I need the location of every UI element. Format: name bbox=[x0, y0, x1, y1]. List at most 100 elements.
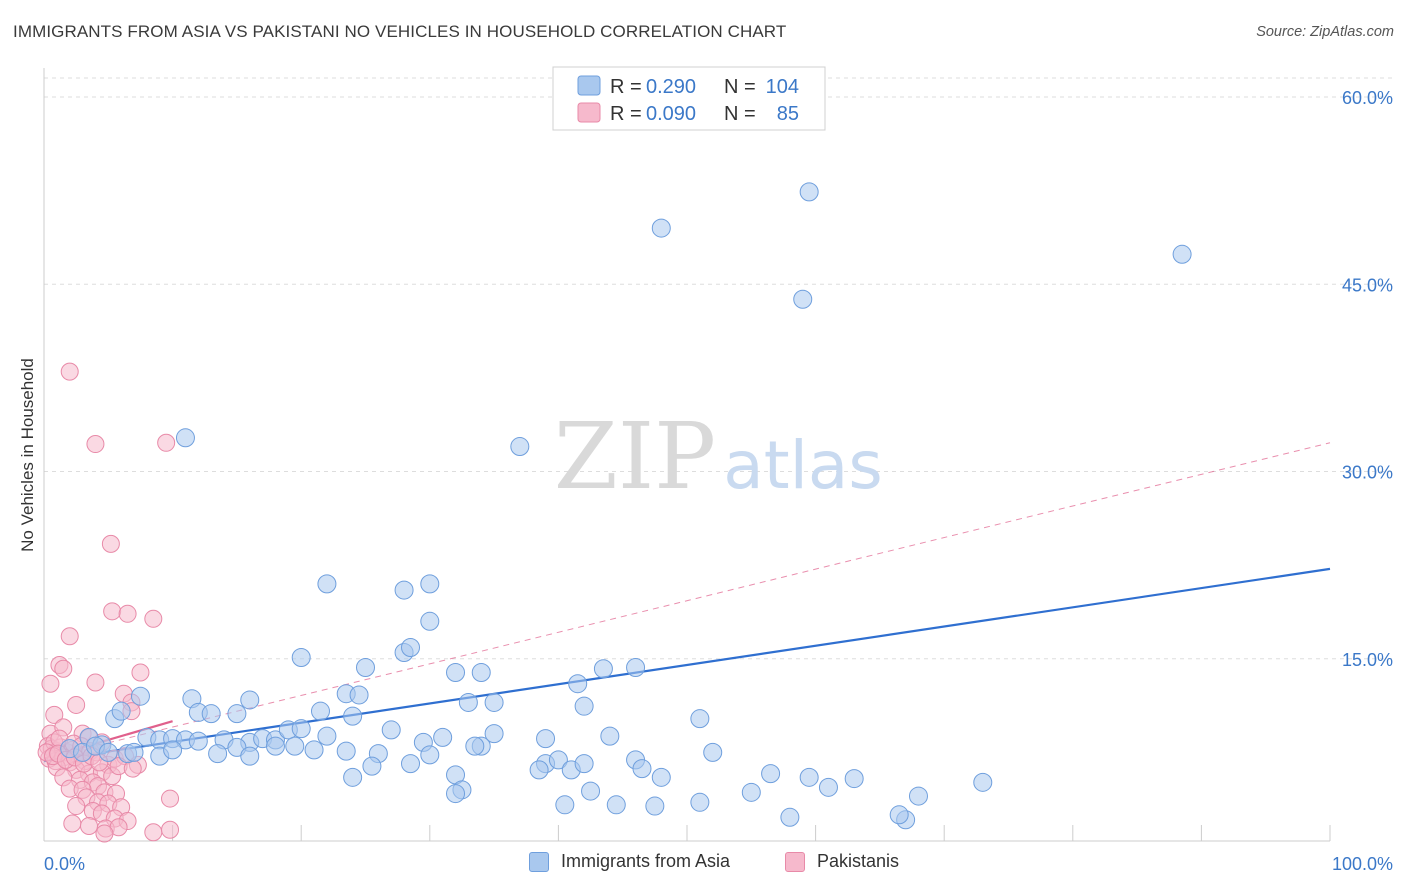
pakistanis-point-11 bbox=[86, 673, 105, 692]
pakistanis-point-9 bbox=[54, 659, 73, 678]
asia-point-10 bbox=[291, 648, 311, 668]
asia-point-5 bbox=[510, 437, 530, 457]
pakistanis-point-1 bbox=[86, 435, 105, 454]
asia-point-16 bbox=[568, 674, 588, 694]
asia-point-95 bbox=[908, 786, 928, 806]
asia-point-71 bbox=[420, 745, 440, 765]
legend-n-label-2: N = bbox=[724, 103, 756, 125]
asia-point-61 bbox=[124, 742, 144, 762]
asia-point-24 bbox=[458, 692, 478, 712]
y-tick-label-45: 45.0% bbox=[1342, 275, 1393, 295]
asia-point-3 bbox=[1172, 244, 1192, 264]
asia-point-11 bbox=[356, 657, 375, 677]
asia-point-47 bbox=[291, 719, 311, 739]
pakistanis-point-2 bbox=[157, 433, 176, 452]
legend-label-asia: Immigrants from Asia bbox=[561, 851, 731, 871]
asia-point-34 bbox=[690, 709, 710, 729]
asia-point-15 bbox=[471, 662, 491, 682]
pakistanis-point-7 bbox=[60, 627, 79, 646]
asia-point-9 bbox=[420, 611, 440, 631]
asia-point-93 bbox=[818, 777, 838, 797]
asia-point-80 bbox=[240, 746, 260, 766]
pakistanis-point-67 bbox=[161, 820, 180, 839]
legend-n-value-2: 85 bbox=[777, 103, 799, 125]
asia-trend-line bbox=[43, 567, 1331, 763]
pakistanis-point-57 bbox=[67, 797, 86, 816]
asia-point-23 bbox=[349, 685, 369, 705]
asia-point-99 bbox=[741, 782, 761, 802]
asia-point-78 bbox=[632, 759, 652, 779]
asia-point-59 bbox=[98, 742, 118, 762]
y-tick-label-60: 60.0% bbox=[1342, 88, 1393, 108]
legend-swatch-pink bbox=[577, 102, 601, 123]
asia-point-55 bbox=[600, 726, 620, 746]
series-legend: Immigrants from Asia Pakistanis bbox=[0, 851, 1406, 877]
asia-point-84 bbox=[529, 760, 549, 780]
legend-r-value-2: 0.090 bbox=[646, 103, 696, 125]
pakistanis-trend-extension bbox=[43, 442, 1331, 760]
x-tick-label-0: 0.0% bbox=[44, 854, 85, 874]
asia-point-4 bbox=[175, 428, 195, 448]
asia-point-69 bbox=[336, 741, 356, 761]
pakistanis-point-4 bbox=[103, 602, 122, 621]
pakistanis-point-10 bbox=[131, 663, 150, 682]
asia-point-101 bbox=[761, 764, 781, 784]
legend-swatch-asia bbox=[529, 851, 549, 872]
pakistanis-point-15 bbox=[67, 695, 86, 714]
asia-point-0 bbox=[651, 218, 671, 238]
asia-point-68 bbox=[304, 740, 324, 760]
asia-point-32 bbox=[310, 701, 330, 721]
legend-swatch-pakistanis bbox=[785, 851, 805, 872]
asia-point-98 bbox=[581, 781, 601, 801]
asia-point-2 bbox=[799, 182, 819, 202]
asia-point-26 bbox=[574, 696, 594, 716]
asia-point-90 bbox=[606, 795, 626, 815]
y-tick-label-30: 30.0% bbox=[1342, 463, 1393, 483]
asia-point-94 bbox=[844, 769, 864, 789]
asia-point-97 bbox=[446, 784, 466, 804]
asia-point-8 bbox=[420, 574, 440, 594]
asia-point-30 bbox=[201, 704, 221, 724]
asia-point-14 bbox=[446, 662, 466, 682]
pakistanis-point-5 bbox=[118, 604, 137, 623]
pakistanis-point-66 bbox=[144, 823, 163, 842]
y-tick-label-15: 15.0% bbox=[1342, 650, 1393, 670]
watermark-zip: ZIP bbox=[554, 403, 716, 510]
chart-title: IMMIGRANTS FROM ASIA VS PAKISTANI NO VEH… bbox=[13, 22, 787, 41]
pakistanis-point-12 bbox=[41, 674, 60, 693]
legend-r-value-1: 0.290 bbox=[646, 76, 696, 98]
legend-swatch-blue bbox=[577, 75, 601, 96]
asia-point-74 bbox=[548, 750, 568, 770]
legend-n-value-1: 104 bbox=[766, 76, 799, 98]
grid-lines bbox=[44, 77, 1392, 660]
legend-r-label-2: R = bbox=[610, 103, 642, 125]
asia-point-41 bbox=[188, 731, 208, 751]
asia-point-13 bbox=[401, 638, 421, 658]
asia-point-1 bbox=[793, 289, 813, 309]
asia-point-103 bbox=[889, 805, 909, 825]
source-credit: Source: ZipAtlas.com bbox=[1256, 24, 1394, 40]
asia-point-54 bbox=[536, 729, 556, 749]
asia-point-28 bbox=[111, 701, 131, 721]
asia-point-48 bbox=[317, 726, 337, 746]
pakistanis-point-63 bbox=[80, 817, 99, 836]
data-points bbox=[37, 182, 1192, 843]
asia-point-100 bbox=[780, 807, 800, 827]
asia-point-82 bbox=[401, 754, 421, 774]
correlation-legend: R = 0.290 N = 104 R = 0.090 N = 85 bbox=[552, 66, 826, 131]
legend-r-label-1: R = bbox=[610, 76, 642, 98]
asia-point-51 bbox=[433, 727, 453, 747]
asia-point-25 bbox=[484, 692, 504, 712]
asia-point-81 bbox=[362, 756, 382, 776]
asia-point-31 bbox=[227, 704, 247, 724]
legend-item-pakistanis: Pakistanis bbox=[785, 851, 899, 872]
legend-n-label-1: N = bbox=[724, 76, 756, 98]
pakistanis-point-6 bbox=[144, 609, 163, 628]
asia-point-86 bbox=[799, 767, 819, 787]
watermark: ZIP atlas bbox=[554, 403, 883, 510]
asia-point-53 bbox=[484, 724, 504, 744]
asia-point-72 bbox=[465, 736, 485, 756]
x-tick-label-100: 100.0% bbox=[1332, 854, 1393, 874]
asia-point-6 bbox=[317, 574, 337, 594]
asia-point-17 bbox=[593, 659, 613, 679]
